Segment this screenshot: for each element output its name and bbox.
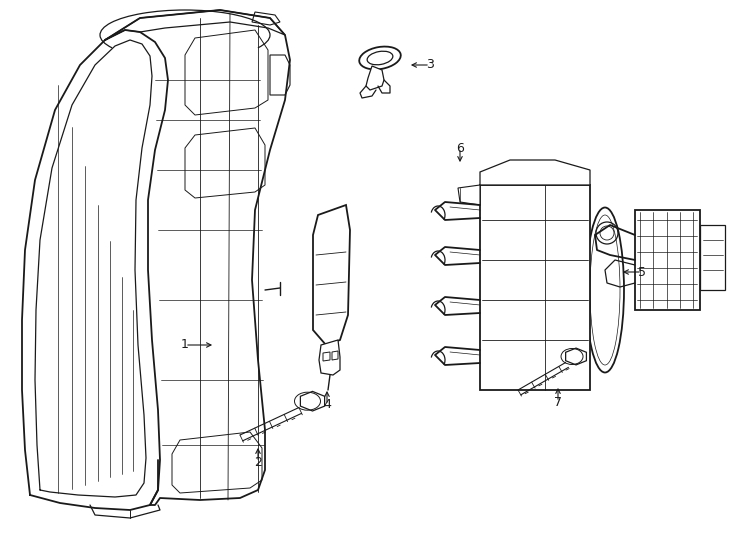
- Polygon shape: [366, 66, 384, 90]
- Text: 6: 6: [456, 141, 464, 154]
- Polygon shape: [635, 210, 700, 310]
- Polygon shape: [185, 128, 265, 198]
- Polygon shape: [313, 205, 350, 345]
- Text: 3: 3: [426, 58, 434, 71]
- Polygon shape: [185, 30, 268, 115]
- Polygon shape: [323, 352, 330, 361]
- Text: 7: 7: [554, 395, 562, 408]
- Polygon shape: [270, 55, 290, 95]
- Text: 1: 1: [181, 339, 189, 352]
- Polygon shape: [566, 348, 586, 365]
- Polygon shape: [700, 225, 725, 290]
- Text: 2: 2: [254, 456, 262, 469]
- Text: 4: 4: [323, 399, 331, 411]
- Polygon shape: [480, 160, 590, 185]
- Polygon shape: [252, 12, 280, 25]
- Polygon shape: [332, 351, 338, 360]
- Polygon shape: [172, 432, 262, 493]
- Ellipse shape: [586, 207, 624, 373]
- Text: 5: 5: [638, 266, 646, 279]
- Polygon shape: [319, 340, 340, 375]
- Polygon shape: [480, 185, 590, 390]
- Polygon shape: [458, 185, 480, 205]
- Polygon shape: [300, 392, 324, 411]
